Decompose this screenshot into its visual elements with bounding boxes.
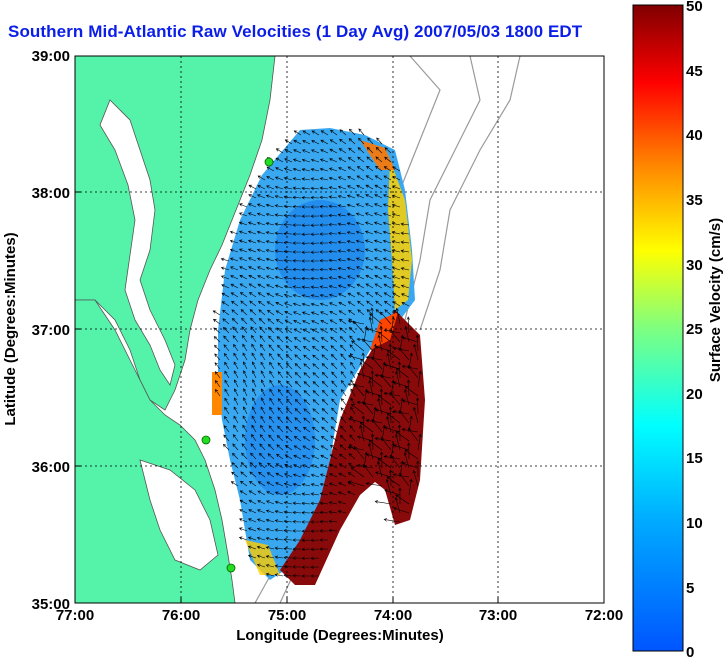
- x-tick-label: 72:00: [585, 607, 623, 624]
- x-tick-label: 73:00: [479, 607, 517, 624]
- x-tick-label: 75:00: [268, 607, 306, 624]
- land: [75, 56, 276, 603]
- colorbar: 50 45 40 35 30 25 20 15 10 5 0 Surface V…: [632, 0, 724, 659]
- colorbar-label: Surface Velocity (cm/s): [707, 218, 724, 382]
- colorbar-tick-label: 45: [686, 63, 703, 80]
- colorbar-tick-label: 25: [686, 321, 703, 338]
- y-tick-labels: 39:00 38:00 37:00 36:00 35:00: [32, 48, 70, 613]
- y-tick-label: 37:00: [32, 322, 70, 339]
- colorbar-gradient: [632, 4, 684, 652]
- chesapeake-bay: [99, 99, 176, 386]
- colorbar-tick-labels: 50 45 40 35 30 25 20 15 10 5 0: [686, 0, 703, 659]
- x-axis-label: Longitude (Degrees:Minutes): [236, 627, 444, 644]
- y-axis-label: Latitude (Degrees:Minutes): [2, 232, 19, 425]
- colorbar-tick-label: 5: [686, 580, 694, 597]
- station-marker: [264, 157, 274, 167]
- colorbar-tick-label: 15: [686, 450, 703, 467]
- map-title: Southern Mid-Atlantic Raw Velocities (1 …: [8, 22, 583, 41]
- velocity-field: [212, 128, 425, 585]
- pamlico-sound: [139, 459, 219, 571]
- station-markers: [201, 157, 274, 573]
- velocity-arrows: [212, 128, 422, 578]
- x-tick-label: 77:00: [56, 607, 94, 624]
- station-marker: [201, 435, 211, 445]
- colorbar-tick-label: 35: [686, 192, 703, 209]
- y-tick-label: 36:00: [32, 459, 70, 476]
- colorbar-tick-label: 50: [686, 0, 703, 15]
- y-tick-label: 39:00: [32, 48, 70, 65]
- colorbar-tick-label: 0: [686, 644, 694, 659]
- colorbar-tick-label: 20: [686, 386, 703, 403]
- y-tick-label: 38:00: [32, 185, 70, 202]
- colorbar-tick-label: 40: [686, 127, 703, 144]
- x-tick-label: 74:00: [374, 607, 412, 624]
- y-tick-label: 35:00: [32, 596, 70, 613]
- colorbar-tick-label: 30: [686, 257, 703, 274]
- x-tick-label: 76:00: [162, 607, 200, 624]
- tick-marks: [75, 191, 499, 603]
- grid-lines: [75, 56, 604, 603]
- x-tick-labels: 77:00 76:00 75:00 74:00 73:00 72:00: [56, 607, 623, 624]
- station-marker: [226, 563, 236, 573]
- colorbar-tick-label: 10: [686, 515, 703, 532]
